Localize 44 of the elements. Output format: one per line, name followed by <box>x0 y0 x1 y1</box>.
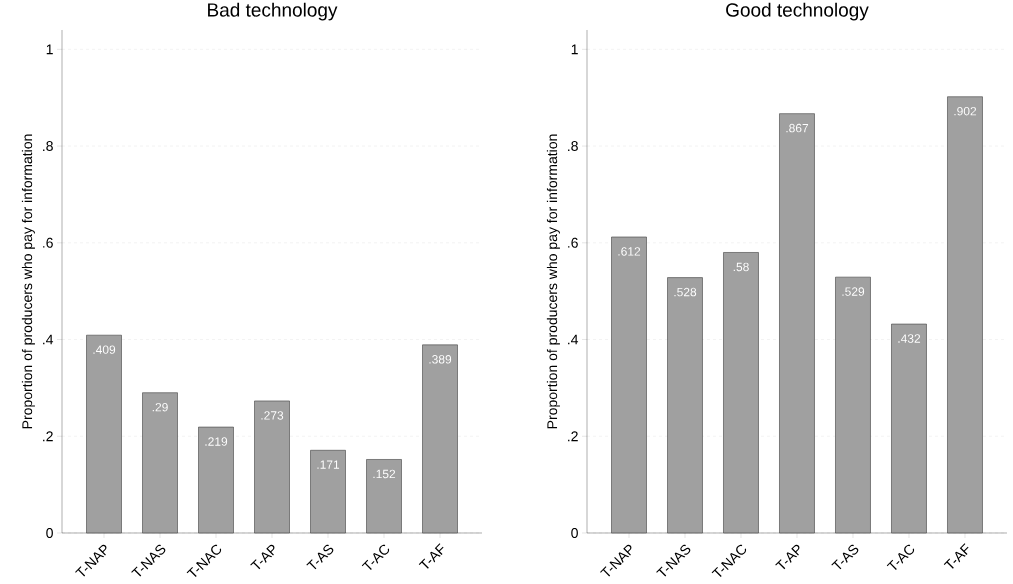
bar <box>667 277 703 534</box>
data-label: .409 <box>93 345 116 354</box>
bar <box>422 344 458 534</box>
y-tick-label: .8 <box>568 141 578 152</box>
y-tick-label: 0 <box>46 528 53 538</box>
y-tick-label: .2 <box>43 431 53 442</box>
data-label: .612 <box>618 247 641 256</box>
bar <box>86 334 122 534</box>
data-label: .867 <box>786 123 809 133</box>
bar <box>310 449 346 534</box>
bar <box>779 113 815 534</box>
data-label: .432 <box>898 334 921 343</box>
y-tick-label: .4 <box>568 334 579 345</box>
bar <box>611 236 647 534</box>
bar <box>947 96 983 534</box>
y-tick-label: .8 <box>43 141 53 152</box>
data-label: .902 <box>954 106 977 116</box>
y-axis-title: Proportion of producers who pay for information <box>21 134 35 429</box>
data-label: .152 <box>373 469 396 479</box>
y-tick-label: .6 <box>568 237 578 248</box>
data-label: .171 <box>317 460 340 469</box>
y-tick-label: .2 <box>568 431 578 442</box>
y-tick-label: 1 <box>571 44 578 55</box>
y-tick-label: .4 <box>43 334 54 345</box>
y-axis-title: Proportion of producers who pay for information <box>546 134 560 429</box>
bar <box>254 400 290 534</box>
bar <box>142 392 178 534</box>
bar <box>198 426 234 534</box>
data-label: .29 <box>152 402 168 412</box>
data-label: .528 <box>674 287 697 297</box>
data-label: .529 <box>842 287 865 296</box>
chart-title: Bad technology <box>208 2 338 21</box>
data-label: .273 <box>261 411 284 420</box>
bar <box>891 323 927 534</box>
y-tick-label: 1 <box>46 44 53 55</box>
data-label: .58 <box>733 262 749 272</box>
data-label: .219 <box>205 437 228 446</box>
bar <box>835 276 871 534</box>
chart-title: Good technology <box>726 2 869 21</box>
y-tick-label: .6 <box>43 237 53 248</box>
data-label: .389 <box>429 355 452 364</box>
y-tick-label: 0 <box>571 528 578 538</box>
bar <box>723 252 759 534</box>
bar <box>366 459 402 534</box>
